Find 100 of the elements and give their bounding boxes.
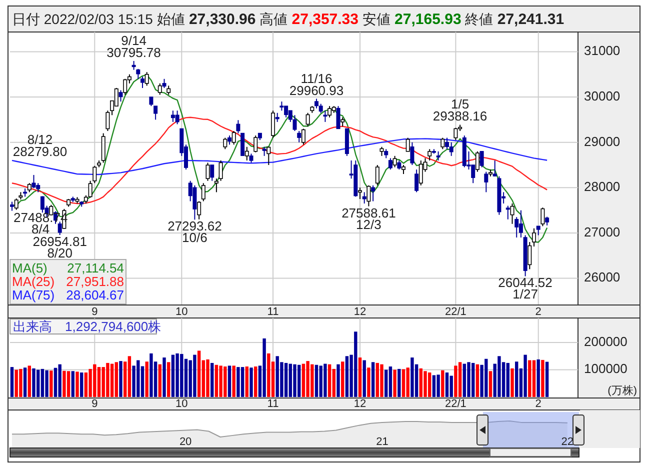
candlestick: [123, 78, 128, 96]
candlestick: [175, 110, 180, 125]
bar: [10, 367, 14, 397]
bar: [388, 366, 392, 397]
bar: [476, 364, 480, 397]
bar: [62, 370, 66, 397]
candlestick: [140, 76, 144, 88]
y-tick-label: 200000: [584, 334, 628, 349]
bar: [28, 366, 31, 397]
bar: [402, 369, 406, 397]
candlestick: [406, 137, 410, 152]
bar: [458, 362, 462, 397]
candlestick: [306, 112, 310, 127]
candlestick: [197, 200, 202, 220]
candlestick: [192, 184, 197, 220]
annotation: 27,951.88: [66, 274, 124, 289]
bar: [197, 350, 201, 397]
candlestick: [210, 164, 214, 182]
bar: [119, 361, 122, 397]
bar: [398, 368, 401, 397]
candlestick: [371, 184, 376, 202]
candlestick: [14, 198, 18, 210]
bar: [128, 356, 132, 397]
candlestick: [480, 150, 484, 168]
candlestick: [27, 182, 32, 193]
candlestick: [428, 148, 432, 161]
candlestick: [10, 201, 14, 212]
candlestick: [362, 192, 366, 204]
bar: [506, 362, 510, 397]
y-axis-title: (万株): [608, 384, 637, 397]
bar: [245, 366, 248, 397]
text: MA(5): [12, 260, 48, 276]
bar: [436, 374, 440, 397]
bar: [467, 362, 470, 397]
bar: [454, 366, 458, 397]
candlestick: [506, 205, 510, 220]
x-tick-label: 2: [535, 398, 542, 410]
bar: [254, 366, 258, 397]
bar: [371, 362, 375, 397]
bar: [23, 368, 27, 397]
candlestick: [88, 180, 92, 198]
candlestick: [154, 106, 158, 120]
candlestick: [249, 153, 254, 164]
candlestick: [532, 228, 536, 248]
candlestick: [518, 210, 523, 238]
candlestick: [366, 184, 371, 207]
bar: [71, 371, 74, 397]
bar: [380, 364, 384, 397]
bar: [145, 362, 148, 397]
candlestick: [166, 85, 171, 96]
candlestick: [275, 112, 280, 122]
candlestick: [158, 82, 162, 96]
bar: [267, 353, 270, 397]
candlestick: [262, 146, 266, 156]
bar: [324, 364, 327, 397]
bar: [32, 368, 36, 397]
x-tick-label: 10: [176, 398, 188, 410]
bar: [545, 362, 549, 397]
candlestick: [449, 142, 454, 156]
candlestick: [454, 127, 458, 141]
bar: [45, 370, 48, 397]
bar: [284, 362, 288, 397]
candlestick: [528, 242, 532, 270]
candlestick: [375, 164, 380, 186]
bar: [54, 368, 58, 397]
bar: [162, 358, 166, 397]
candlestick: [144, 72, 149, 86]
x-tick-label: 21: [376, 436, 388, 448]
candlestick: [484, 171, 488, 193]
candlestick: [475, 150, 480, 172]
annotation: 8/4: [32, 221, 50, 236]
candlestick: [384, 148, 388, 159]
candlestick: [280, 101, 284, 112]
y-tick-label: 26000: [584, 270, 620, 285]
bar: [84, 372, 88, 397]
x-tick-label: 2: [535, 306, 542, 318]
candlestick: [492, 160, 497, 177]
bar: [432, 375, 436, 397]
bar: [541, 360, 544, 397]
bar: [328, 364, 332, 397]
bar: [450, 376, 453, 397]
bar: [515, 362, 518, 397]
y-tick-label: 31000: [584, 43, 620, 58]
candlestick: [536, 226, 540, 236]
bar: [150, 353, 153, 397]
candlestick: [201, 182, 206, 202]
candlestick: [392, 155, 397, 168]
candlestick: [114, 87, 118, 107]
bar: [362, 360, 366, 397]
y-tick-label: 29000: [584, 134, 620, 149]
bar: [80, 372, 84, 397]
bar: [314, 364, 318, 397]
candlestick: [206, 162, 210, 182]
bar: [498, 356, 501, 397]
candlestick: [336, 106, 340, 130]
candlestick: [397, 160, 402, 170]
candlestick: [410, 142, 414, 166]
x-tick-label: 20: [179, 436, 192, 448]
candlestick: [380, 146, 384, 156]
bar: [19, 368, 22, 397]
